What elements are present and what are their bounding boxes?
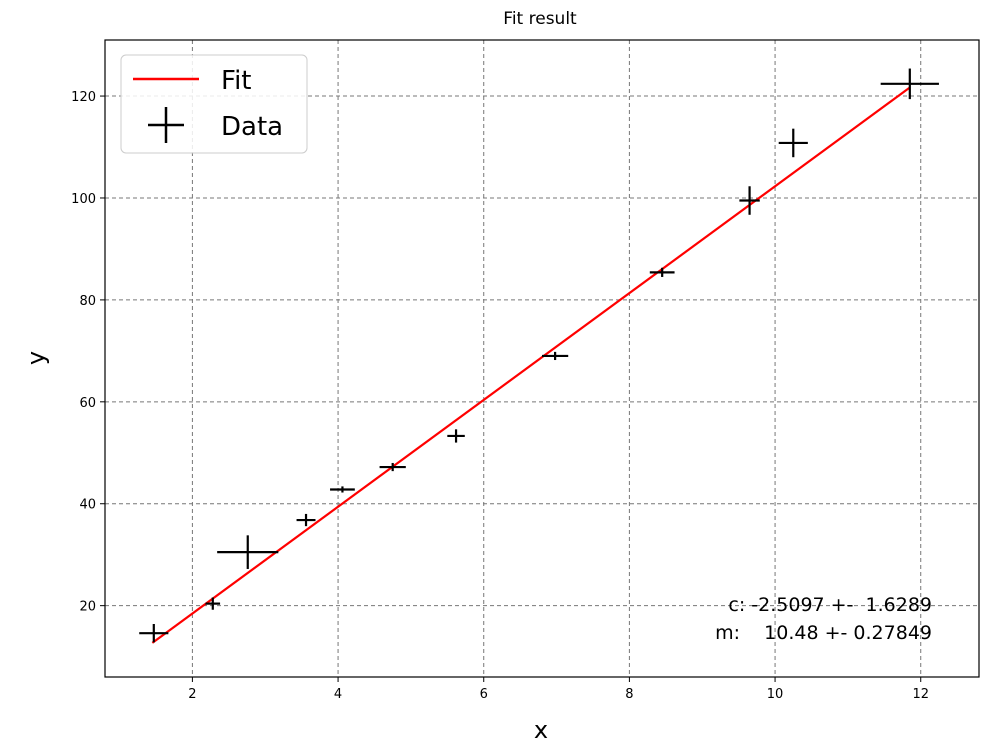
data-point xyxy=(880,68,939,100)
data-point xyxy=(139,624,169,643)
chart-title: Fit result xyxy=(503,9,577,29)
legend: Fit Data xyxy=(120,54,308,154)
data-point xyxy=(379,462,406,472)
x-tick-label: 4 xyxy=(334,687,342,702)
y-tick-label: 20 xyxy=(79,600,96,615)
y-tick-label: 120 xyxy=(71,90,96,105)
data-point xyxy=(447,429,465,443)
fit-param-c: c: -2.5097 +- 1.6289 xyxy=(728,594,932,616)
data-point xyxy=(205,597,221,610)
legend-data-swatch xyxy=(148,107,184,143)
x-tick-label: 6 xyxy=(480,687,488,702)
x-axis-title: x xyxy=(534,716,548,743)
legend-data-label: Data xyxy=(221,112,283,142)
x-tick-label: 10 xyxy=(767,687,784,702)
plot-area-frame xyxy=(104,39,980,678)
data-point xyxy=(217,535,279,569)
x-tick-label: 2 xyxy=(188,687,196,702)
y-tick-label: 80 xyxy=(79,294,96,309)
y-axis-title: y xyxy=(22,351,50,365)
data-point xyxy=(542,351,569,361)
fit-line xyxy=(151,86,911,644)
axis-ticks: 2 4 6 8 10 12 20 40 60 80 100 120 xyxy=(71,90,929,702)
data-point xyxy=(739,186,760,215)
data-point xyxy=(778,128,808,158)
fit-param-m: m: 10.48 +- 0.27849 xyxy=(715,622,932,644)
x-tick-label: 8 xyxy=(625,687,633,702)
y-tick-label: 40 xyxy=(79,498,96,513)
data-series xyxy=(139,68,939,643)
data-point xyxy=(330,486,355,493)
legend-fit-label: Fit xyxy=(221,66,251,96)
x-tick-label: 12 xyxy=(912,687,929,702)
y-tick-label: 60 xyxy=(79,396,96,411)
fit-series xyxy=(151,86,911,644)
y-tick-label: 100 xyxy=(71,192,96,207)
data-point xyxy=(296,513,316,527)
data-point xyxy=(649,267,675,277)
